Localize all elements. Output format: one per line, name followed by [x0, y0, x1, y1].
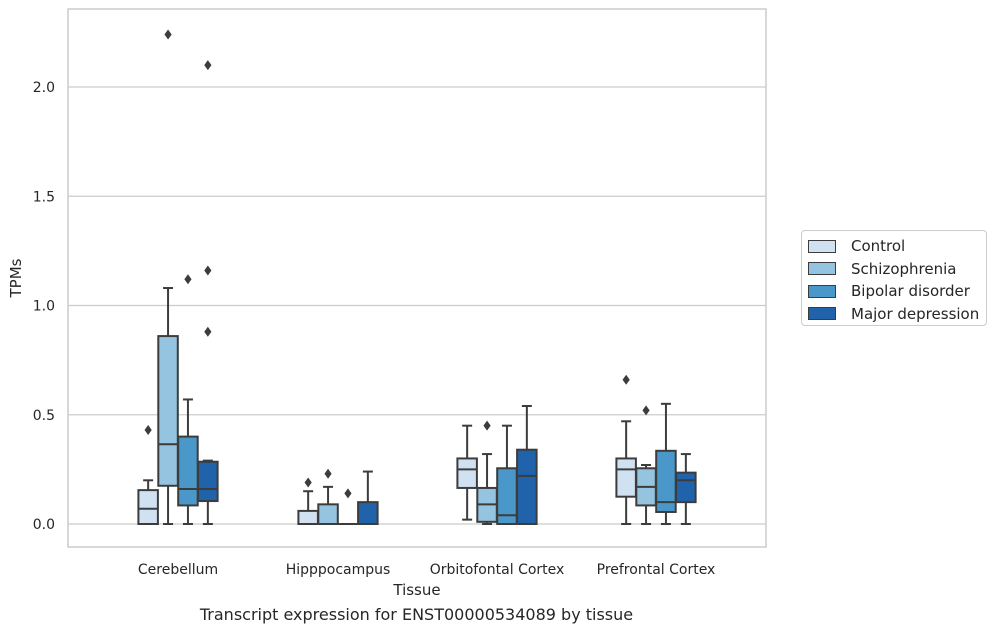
y-tick-label: 0.0 [33, 517, 55, 533]
box-group [655, 402, 677, 525]
legend-swatch [808, 284, 836, 298]
box-group [337, 488, 359, 526]
y-axis-label: TPMs [7, 258, 25, 298]
box-group [197, 60, 219, 525]
box [675, 471, 697, 504]
box-group [516, 405, 538, 525]
legend-label: Bipolar disorder [851, 282, 970, 301]
x-ticks: Cerebellum Hipppocampus Orbitofontal Corte… [138, 562, 715, 578]
box [357, 501, 379, 525]
box [317, 503, 339, 525]
box [615, 457, 637, 498]
legend-label: Major depression [851, 304, 980, 323]
outlier-point [164, 29, 172, 40]
box-group [615, 374, 637, 525]
outlier-point [204, 60, 212, 71]
box [197, 460, 219, 503]
x-tick-label: Orbitofontal Cortex [430, 562, 565, 578]
box [177, 435, 199, 507]
box-group [496, 424, 518, 525]
plot-frame [67, 8, 767, 548]
legend-item: Bipolar disorder [808, 280, 986, 303]
boxes [137, 29, 697, 526]
box-group [456, 424, 478, 521]
outlier-point [622, 374, 630, 385]
outlier-point [642, 405, 650, 416]
outlier-point [344, 488, 352, 499]
y-ticks: 0.0 0.5 1.0 1.5 2.0 [33, 80, 55, 533]
box [297, 509, 319, 526]
outlier-point [184, 274, 192, 285]
chart-legend: Control Schizophrenia Bipolar disorder Majo… [801, 230, 987, 326]
box-group [675, 453, 697, 525]
outlier-point [204, 265, 212, 276]
box [456, 457, 478, 489]
chart-caption: Transcript expression for ENST0000053408… [199, 605, 634, 624]
box-group [317, 468, 339, 525]
x-tick-label: Hipppocampus [286, 562, 391, 578]
y-tick-label: 1.0 [33, 299, 55, 315]
box-group [157, 29, 179, 525]
legend-swatch [808, 239, 836, 253]
legend-label: Schizophrenia [851, 259, 957, 278]
x-tick-label: Prefrontal Cortex [597, 562, 716, 578]
x-axis-label: Tissue [392, 581, 440, 599]
box-group [177, 274, 199, 525]
outlier-point [324, 468, 332, 479]
outlier-point [304, 477, 312, 488]
legend-item: Control [808, 235, 986, 258]
y-tick-label: 1.5 [33, 189, 55, 205]
outlier-point [483, 420, 491, 431]
x-tick-label: Cerebellum [138, 562, 218, 578]
y-tick-label: 2.0 [33, 80, 55, 96]
y-tick-label: 0.5 [33, 408, 55, 424]
legend-swatch [808, 262, 836, 276]
outlier-point [204, 326, 212, 337]
legend-item: Major depression [808, 303, 986, 326]
legend-item: Schizophrenia [808, 258, 986, 281]
box-group [137, 425, 159, 526]
box [516, 448, 538, 525]
box [157, 335, 179, 487]
outlier-point [144, 425, 152, 436]
legend-swatch [808, 307, 836, 321]
box [137, 489, 159, 526]
legend-label: Control [851, 237, 906, 256]
box-group [357, 470, 379, 525]
